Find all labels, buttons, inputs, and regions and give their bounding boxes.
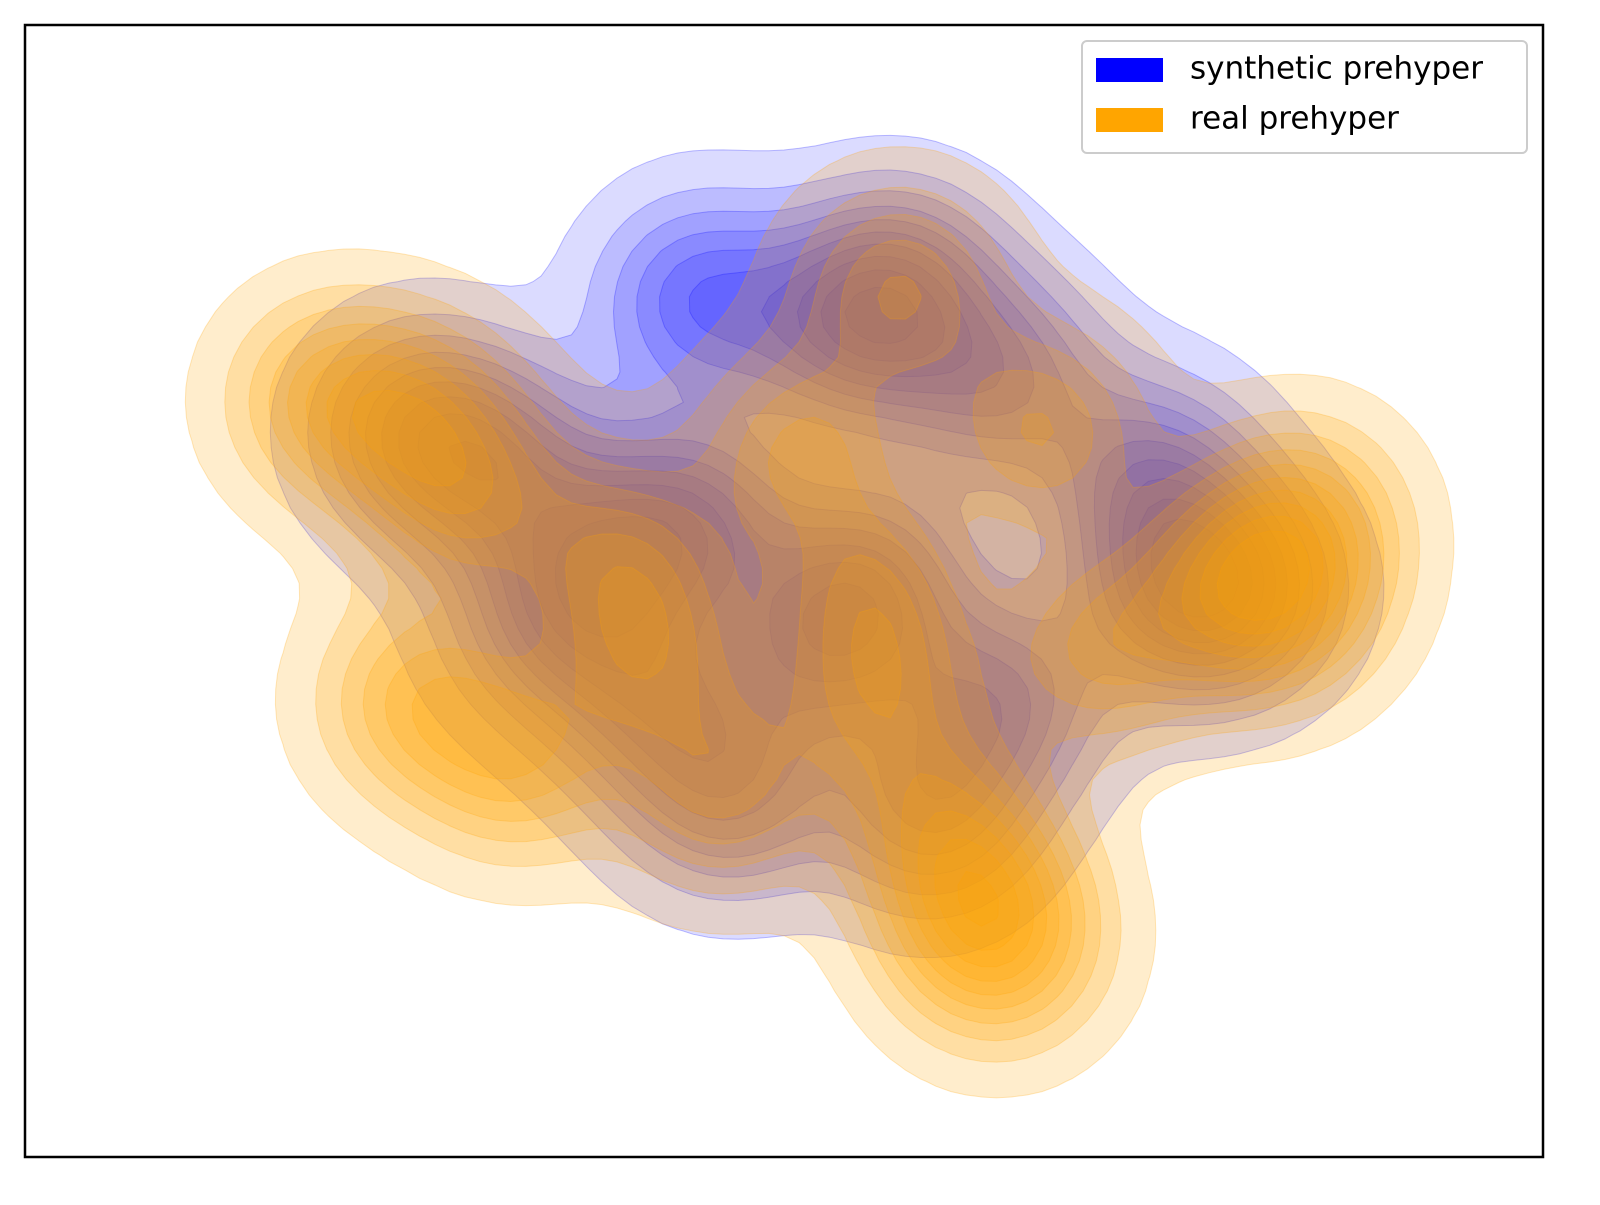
density-level [554, 286, 1240, 638]
axes-frame [23, 23, 1545, 1159]
density-level [934, 515, 1324, 951]
density-level [286, 275, 1372, 1010]
density-level [269, 134, 1385, 958]
density-level [307, 169, 1350, 920]
density-level [248, 213, 1400, 1042]
density-level [330, 190, 1329, 896]
legend-swatch [1096, 58, 1163, 82]
density-level [417, 255, 1265, 763]
density-level [224, 186, 1420, 1063]
legend-label: synthetic prehyper [1190, 51, 1483, 87]
density-level [957, 530, 1311, 927]
density-level [448, 269, 1253, 676]
density-level [348, 205, 1314, 875]
legend-box [1081, 40, 1528, 154]
density-level [351, 389, 1336, 968]
legend: synthetic prehyper real prehyper [1081, 40, 1528, 154]
legend-swatch [1096, 108, 1163, 132]
density-level [398, 243, 1277, 800]
density-level [326, 369, 1348, 982]
density-level [305, 353, 1359, 996]
density-level [364, 219, 1301, 856]
plot-area [184, 134, 1455, 1099]
density-level [184, 146, 1455, 1099]
density-level [381, 231, 1288, 834]
density-level [268, 239, 1385, 1025]
legend-label: real prehyper [1190, 101, 1399, 137]
